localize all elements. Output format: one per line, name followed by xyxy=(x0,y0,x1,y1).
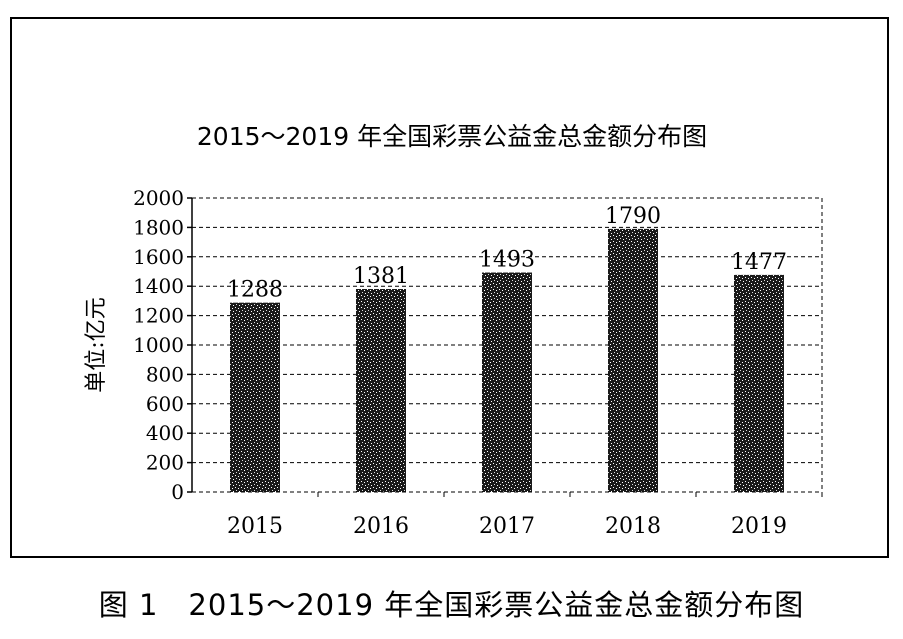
x-tick-label: 2016 xyxy=(353,514,409,539)
bar-2015 xyxy=(230,302,280,492)
bar-2017 xyxy=(482,272,532,492)
data-label-2015: 1288 xyxy=(227,278,283,303)
data-label-2019: 1477 xyxy=(731,250,787,275)
data-label-2017: 1493 xyxy=(479,248,535,273)
x-tick-label: 2015 xyxy=(227,514,283,539)
chart-frame xyxy=(10,17,889,558)
x-tick-label: 2018 xyxy=(605,514,661,539)
bar-2018 xyxy=(608,228,658,492)
data-label-2018: 1790 xyxy=(605,204,661,229)
x-tick-label: 2017 xyxy=(479,514,535,539)
y-tick-label: 1000 xyxy=(133,333,184,357)
y-tick-label: 600 xyxy=(146,392,184,416)
y-tick-label: 200 xyxy=(146,451,184,475)
y-tick-label: 1200 xyxy=(133,304,184,328)
y-tick-label: 800 xyxy=(146,362,184,386)
figure-caption: 图 1 2015～2019 年全国彩票公益金总金额分布图 xyxy=(98,588,805,622)
x-tick-label: 2019 xyxy=(731,514,787,539)
y-tick-label: 1400 xyxy=(133,274,184,298)
data-label-2016: 1381 xyxy=(353,264,409,289)
y-tick-label: 2000 xyxy=(133,186,184,210)
y-axis-label: 单位:亿元 xyxy=(84,297,109,392)
y-tick-label: 1800 xyxy=(133,215,184,239)
chart-title: 2015～2019 年全国彩票公益金总金额分布图 xyxy=(197,122,707,151)
bar-2016 xyxy=(356,288,406,492)
y-tick-label: 0 xyxy=(171,480,184,504)
y-tick-label: 1600 xyxy=(133,245,184,269)
y-tick-label: 400 xyxy=(146,421,184,445)
bar-2019 xyxy=(734,274,784,492)
